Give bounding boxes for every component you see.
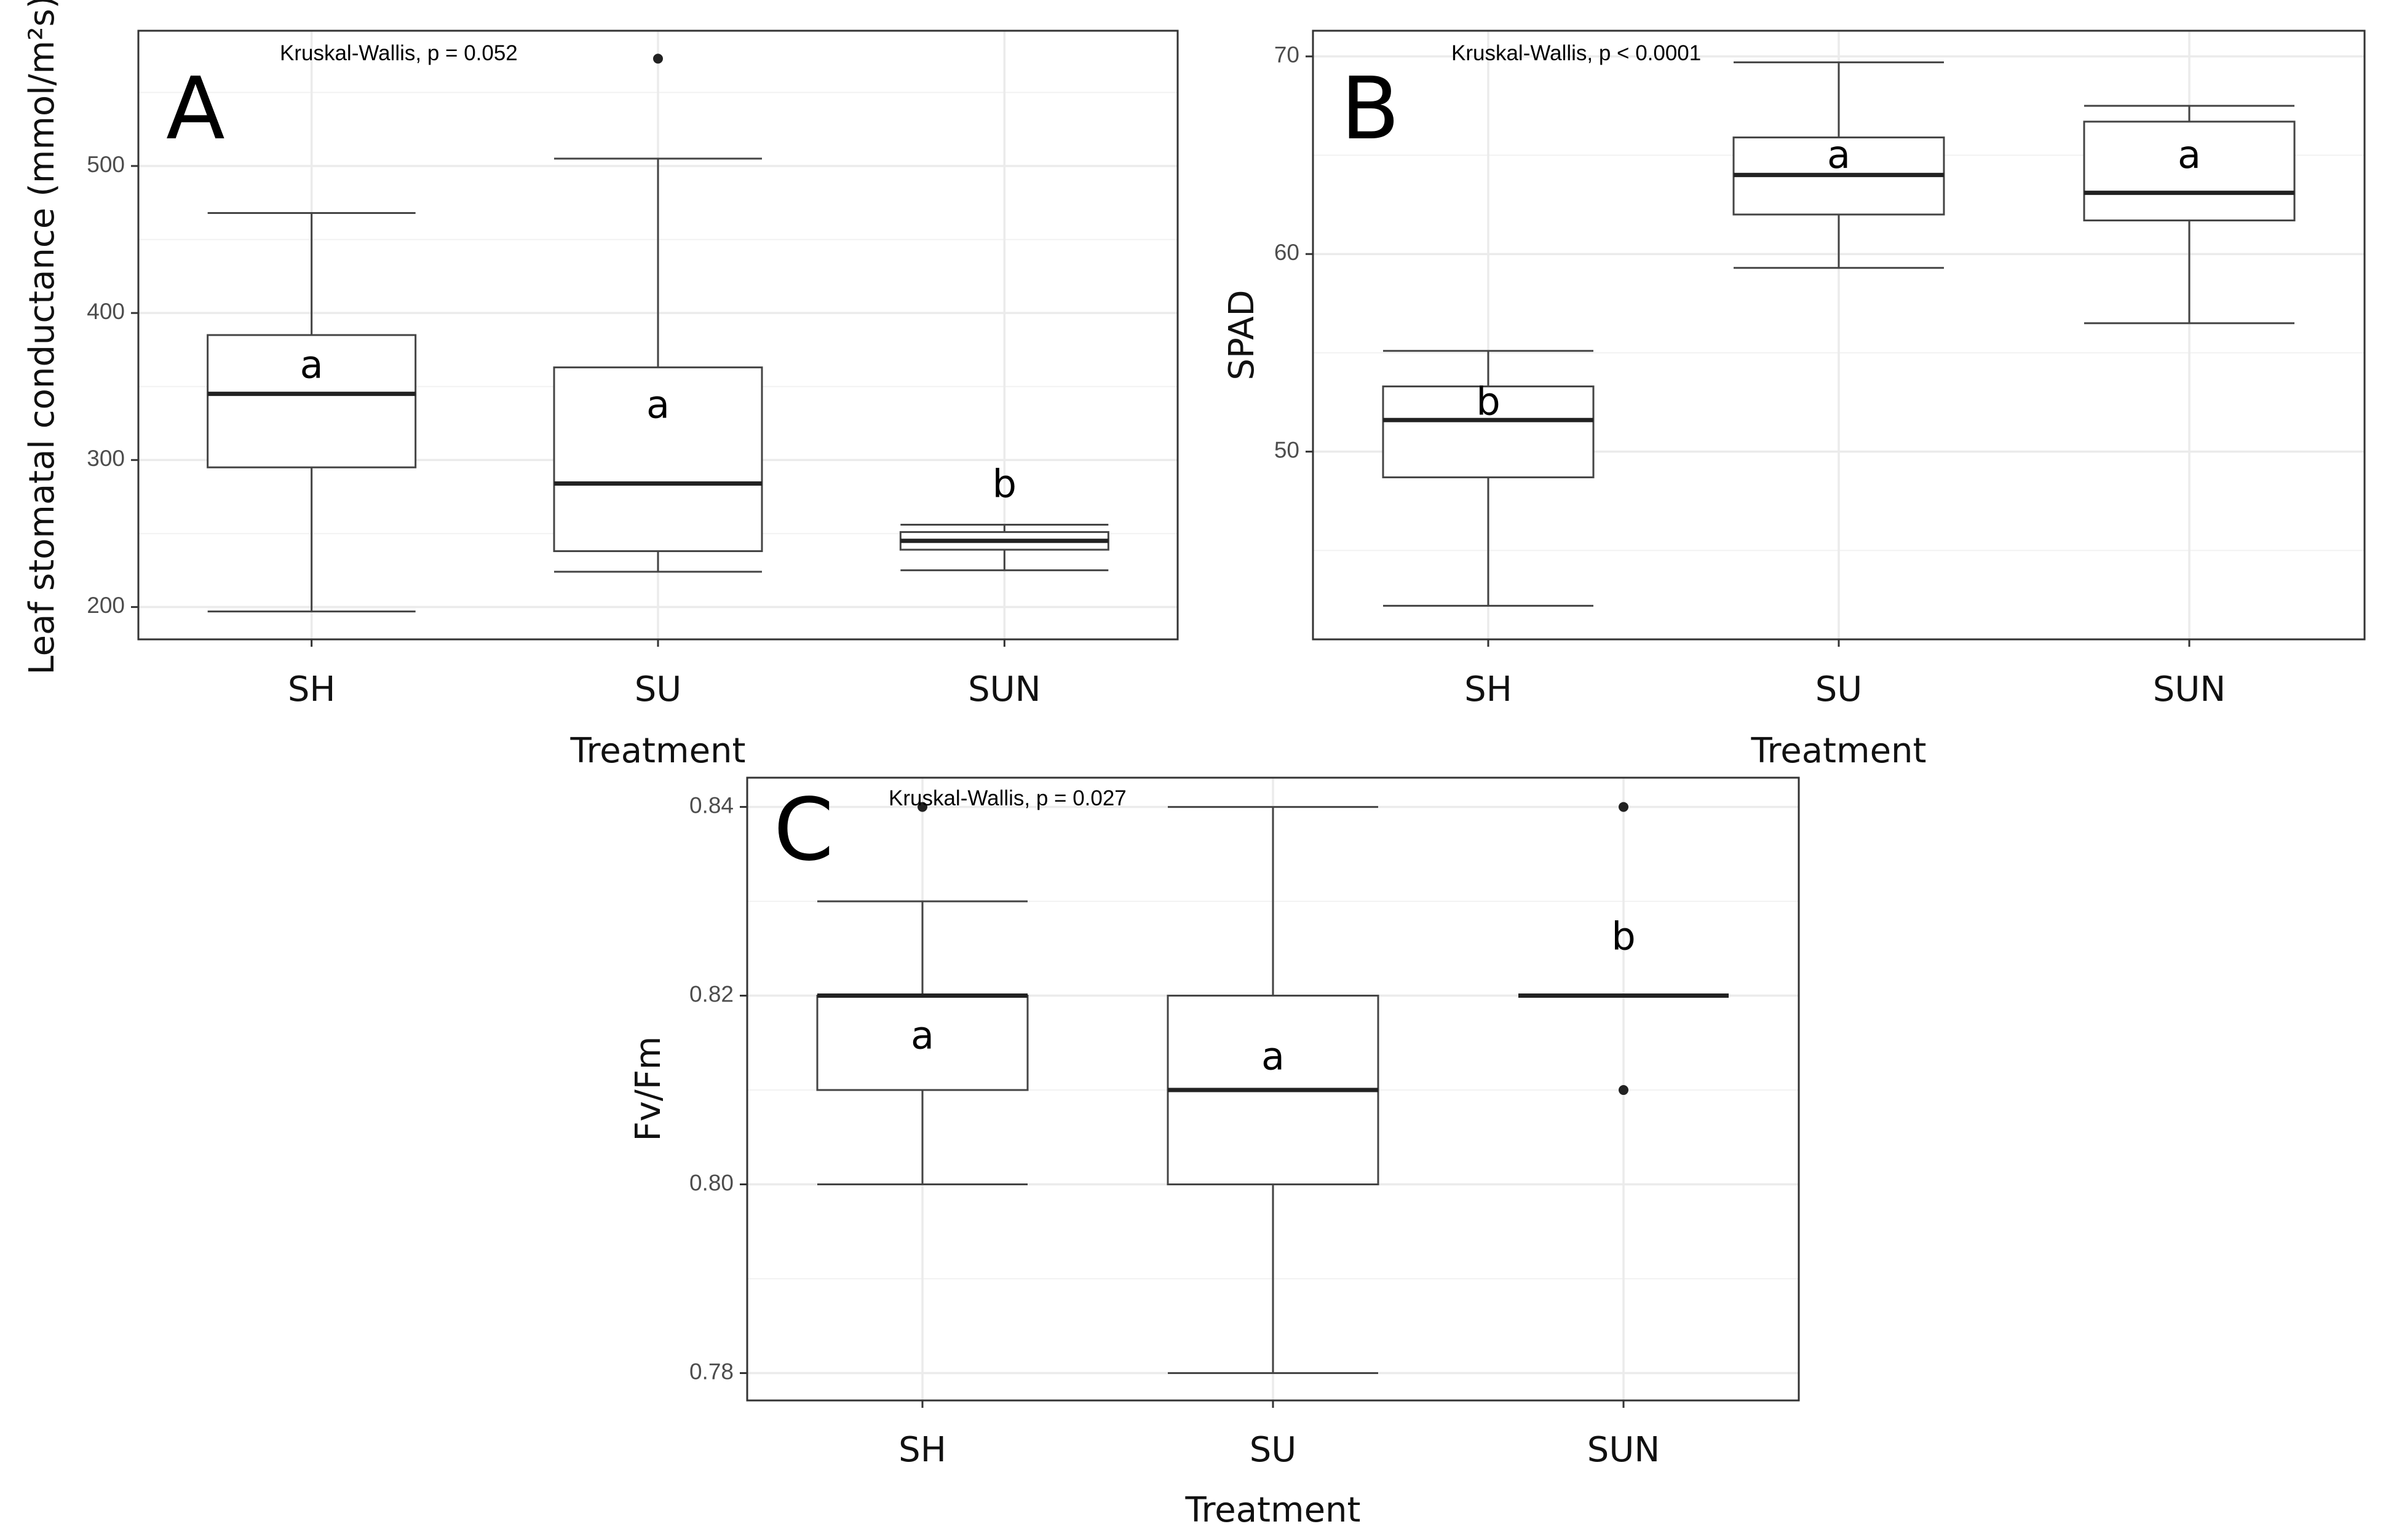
x-tick-label: SUN: [1587, 1430, 1660, 1470]
x-tick-label: SU: [1815, 669, 1863, 709]
kruskal-wallis-annotation: Kruskal-Wallis, p < 0.0001: [1451, 41, 1701, 65]
panel-tag: B: [1341, 59, 1400, 159]
x-tick-label: SU: [1250, 1430, 1297, 1470]
significance-letter: b: [1476, 379, 1500, 424]
y-axis-title: Leaf stomatal conductance (mmol/m²s): [22, 0, 62, 675]
box-su: a: [553, 53, 763, 573]
significance-letter: a: [1261, 1033, 1285, 1078]
x-tick-label: SH: [288, 669, 336, 709]
box-su: a: [1732, 61, 1945, 269]
x-tick-label: SH: [898, 1430, 946, 1470]
x-axis-title: Treatment: [1185, 1490, 1361, 1530]
box-sh: a: [207, 212, 417, 613]
box-body: [553, 366, 763, 553]
y-tick-label: 50: [1274, 437, 1299, 462]
box-body: [1382, 385, 1595, 478]
outlier-point: [653, 53, 663, 64]
y-tick-label: 300: [87, 446, 125, 471]
panel-border: [746, 776, 1800, 1402]
panel-border: [1312, 30, 2366, 641]
outlier-point: [918, 802, 927, 812]
y-tick-label: 0.78: [689, 1359, 734, 1384]
y-tick-label: 0.84: [689, 792, 734, 818]
panel-b: b SH a SU a SUN 50 60 70 SPAD Treatment Kruskal-Wal…: [1222, 30, 2366, 771]
y-tick-label: 60: [1274, 240, 1299, 265]
y-axis-title: Fv/Fm: [628, 1037, 668, 1142]
y-tick-label: 0.82: [689, 981, 734, 1006]
significance-letter: a: [646, 382, 670, 427]
significance-letter: a: [1827, 132, 1850, 177]
x-tick-label: SUN: [2153, 669, 2226, 709]
box-body: [2083, 120, 2296, 222]
outlier-point: [1619, 802, 1628, 812]
panel-tag: C: [774, 780, 834, 880]
y-tick-label: 70: [1274, 42, 1299, 68]
box-body: [207, 334, 417, 468]
y-axis-title: SPAD: [1222, 290, 1262, 380]
significance-letter: a: [911, 1013, 934, 1058]
box-sh: b: [1382, 350, 1595, 607]
x-axis-title: Treatment: [570, 731, 746, 771]
box-sun: a: [2083, 105, 2296, 325]
box-body: [816, 995, 1029, 1091]
outlier-point: [1619, 1085, 1628, 1096]
x-tick-label: SU: [635, 669, 682, 709]
panel-a: a SH a SU b SUN 200 300 400 500 Leaf stomatal cond…: [22, 0, 1179, 771]
y-tick-label: 0.80: [689, 1170, 734, 1195]
significance-letter: b: [1611, 914, 1635, 959]
significance-letter: b: [993, 461, 1017, 506]
x-tick-label: SUN: [968, 669, 1041, 709]
panel-tag: A: [166, 59, 225, 159]
x-tick-label: SH: [1464, 669, 1512, 709]
significance-letter: a: [2178, 132, 2201, 177]
y-tick-label: 500: [87, 152, 125, 177]
box-sh: a: [816, 802, 1029, 1186]
kruskal-wallis-annotation: Kruskal-Wallis, p = 0.027: [889, 786, 1127, 810]
y-tick-label: 200: [87, 593, 125, 618]
y-tick-label: 400: [87, 299, 125, 324]
kruskal-wallis-annotation: Kruskal-Wallis, p = 0.052: [280, 41, 518, 65]
box-sun: b: [1518, 802, 1729, 1096]
panel-border: [137, 30, 1179, 641]
box-su: a: [1167, 806, 1379, 1374]
significance-letter: a: [300, 342, 323, 387]
box-sun: b: [899, 461, 1109, 572]
x-axis-title: Treatment: [1751, 731, 1927, 771]
panel-c: a SH a SU b SUN 0.78 0.80 0.82 0.84 Fv/Fm Treatment…: [628, 776, 1800, 1530]
